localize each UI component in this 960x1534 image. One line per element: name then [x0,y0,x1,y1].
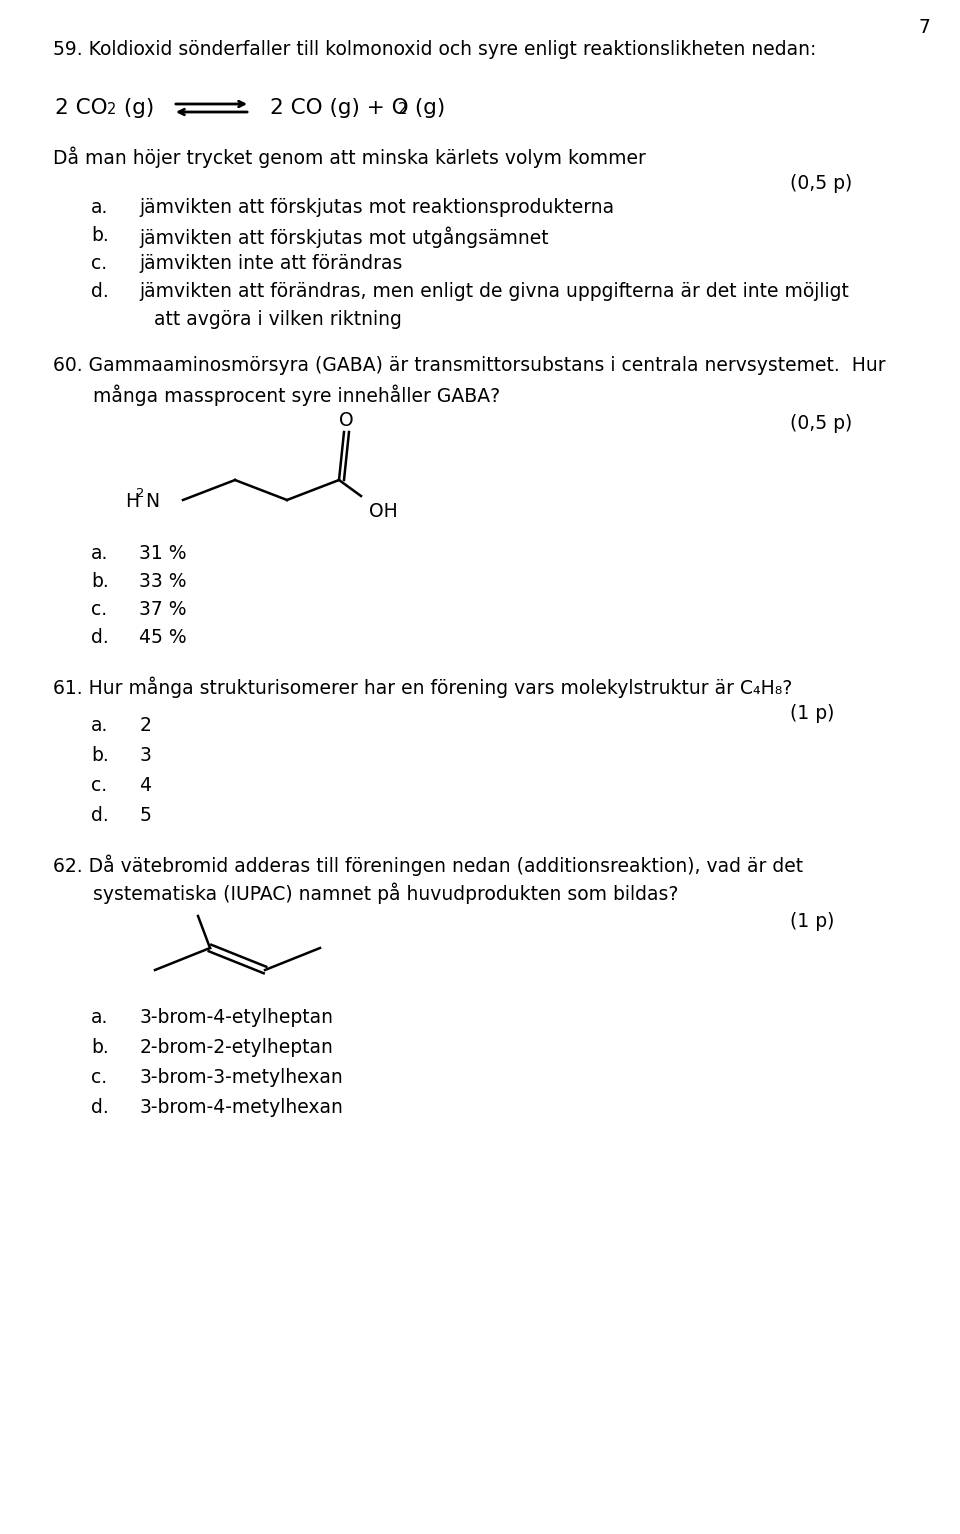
Text: H: H [125,492,139,511]
Text: jämvikten att förskjutas mot reaktionsprodukterna: jämvikten att förskjutas mot reaktionspr… [139,198,614,216]
Text: 2 CO (g) + O: 2 CO (g) + O [270,98,409,118]
Text: c.: c. [91,255,108,273]
Text: 3: 3 [139,746,151,765]
Text: jämvikten att förändras, men enligt de givna uppgifterna är det inte möjligt: jämvikten att förändras, men enligt de g… [139,282,849,301]
Text: (g): (g) [117,98,155,118]
Text: jämvikten inte att förändras: jämvikten inte att förändras [139,255,402,273]
Text: 3-brom-3-metylhexan: 3-brom-3-metylhexan [139,1068,343,1088]
Text: 5: 5 [139,805,151,825]
Text: 31 %: 31 % [139,545,186,563]
Text: (0,5 p): (0,5 p) [790,173,852,193]
Text: d.: d. [91,282,108,301]
Text: b.: b. [91,746,108,765]
Text: 3-brom-4-etylheptan: 3-brom-4-etylheptan [139,1008,333,1026]
Text: c.: c. [91,1068,108,1088]
Text: 61. Hur många strukturisomerer har en förening vars molekylstruktur är C₄H₈?: 61. Hur många strukturisomerer har en fö… [53,676,792,698]
Text: d.: d. [91,1098,108,1117]
Text: N: N [145,492,159,511]
Text: (g): (g) [408,98,445,118]
Text: 59. Koldioxid sönderfaller till kolmonoxid och syre enligt reaktionslikheten ned: 59. Koldioxid sönderfaller till kolmonox… [53,40,816,58]
Text: c.: c. [91,600,108,620]
Text: a.: a. [91,198,108,216]
Text: (0,5 p): (0,5 p) [790,414,852,433]
Text: 33 %: 33 % [139,572,186,591]
Text: 4: 4 [139,776,151,795]
Text: 2 CO: 2 CO [55,98,108,118]
Text: 45 %: 45 % [139,627,187,647]
Text: jämvikten att förskjutas mot utgångsämnet: jämvikten att förskjutas mot utgångsämne… [139,225,549,247]
Text: c.: c. [91,776,108,795]
Text: d.: d. [91,627,108,647]
Text: 3-brom-4-metylhexan: 3-brom-4-metylhexan [139,1098,343,1117]
Text: b.: b. [91,572,108,591]
Text: d.: d. [91,805,108,825]
Text: a.: a. [91,545,108,563]
Text: 2: 2 [139,716,151,735]
Text: O: O [339,411,353,430]
Text: 2: 2 [136,486,145,500]
Text: systematiska (IUPAC) namnet på huvudprodukten som bildas?: systematiska (IUPAC) namnet på huvudprod… [93,882,678,904]
Text: (1 p): (1 p) [790,913,834,931]
Text: att avgöra i vilken riktning: att avgöra i vilken riktning [155,310,402,328]
Text: 62. Då vätebromid adderas till föreningen nedan (additionsreaktion), vad är det: 62. Då vätebromid adderas till föreninge… [53,854,803,876]
Text: (1 p): (1 p) [790,704,834,723]
Text: 37 %: 37 % [139,600,186,620]
Text: a.: a. [91,1008,108,1026]
Text: a.: a. [91,716,108,735]
Text: OH: OH [369,502,397,522]
Text: Då man höjer trycket genom att minska kärlets volym kommer: Då man höjer trycket genom att minska kä… [53,146,646,167]
Text: 7: 7 [918,18,930,37]
Text: b.: b. [91,1039,108,1057]
Text: 2: 2 [107,101,116,117]
Text: 2-brom-2-etylheptan: 2-brom-2-etylheptan [139,1039,333,1057]
Text: 2: 2 [398,101,407,117]
Text: b.: b. [91,225,108,245]
Text: många massprocent syre innehåller GABA?: många massprocent syre innehåller GABA? [93,384,500,405]
Text: 60. Gammaaminosmörsyra (GABA) är transmittorsubstans i centrala nervsystemet.  H: 60. Gammaaminosmörsyra (GABA) är transmi… [53,356,885,374]
